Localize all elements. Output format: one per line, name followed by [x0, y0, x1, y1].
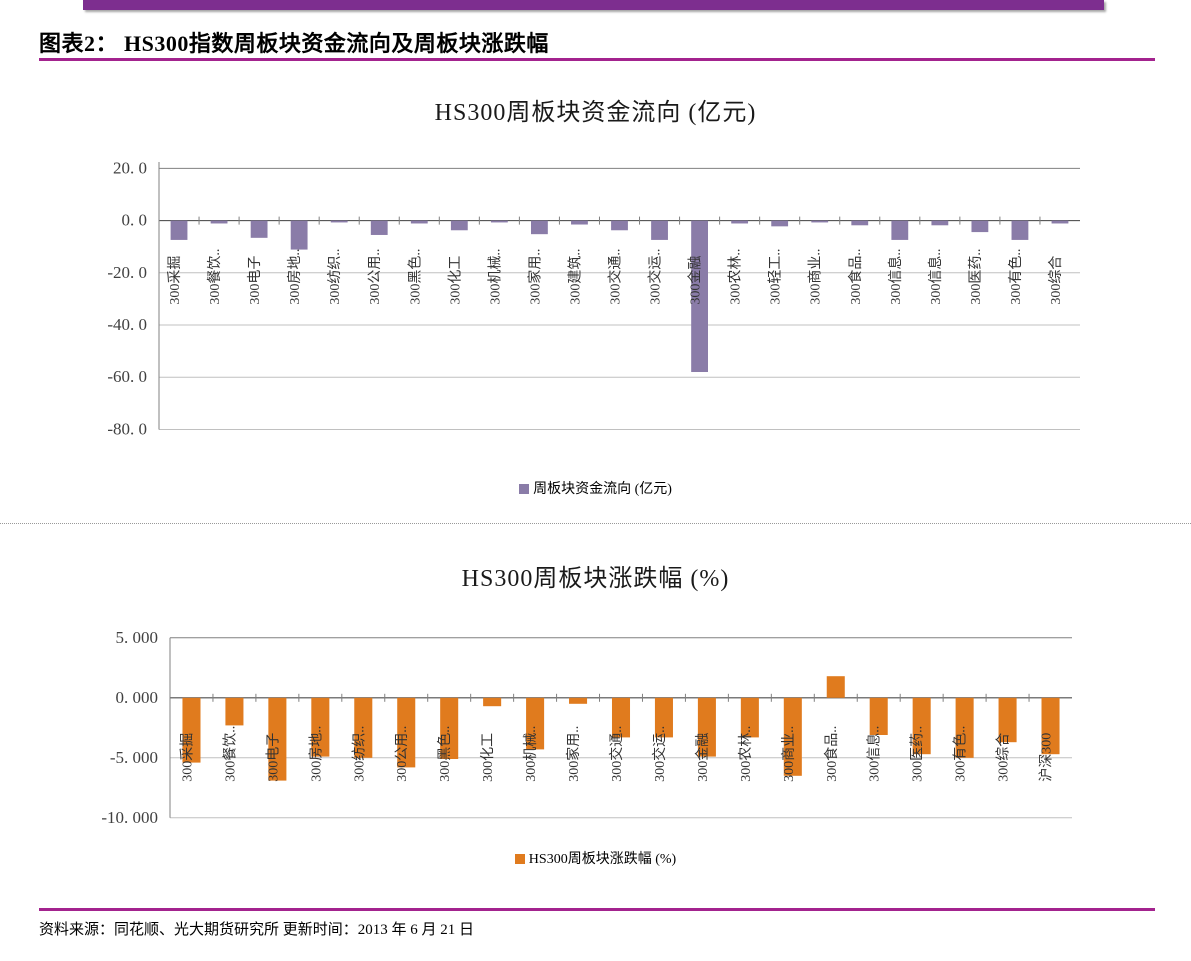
svg-text:300采掘: 300采掘: [179, 733, 195, 782]
svg-text:300家用..: 300家用..: [565, 726, 582, 782]
svg-text:300机械..: 300机械..: [523, 726, 539, 782]
svg-text:300金融: 300金融: [695, 733, 711, 782]
svg-text:沪深300: 沪深300: [1039, 733, 1055, 782]
svg-text:300黑色..: 300黑色..: [436, 726, 453, 782]
svg-text:300餐饮..: 300餐饮..: [222, 726, 238, 782]
svg-text:300交通..: 300交通..: [608, 726, 625, 782]
svg-text:300公用..: 300公用..: [395, 726, 410, 782]
svg-text:300农林..: 300农林..: [738, 726, 754, 782]
svg-text:300交运..: 300交运..: [651, 726, 668, 782]
svg-text:-5. 000: -5. 000: [110, 748, 158, 767]
svg-text:300化工: 300化工: [480, 733, 496, 782]
svg-text:300医药..: 300医药..: [910, 726, 926, 782]
svg-text:300综合: 300综合: [996, 733, 1012, 782]
svg-text:-10. 000: -10. 000: [101, 808, 158, 827]
svg-text:0. 000: 0. 000: [116, 688, 159, 707]
svg-text:300有色..: 300有色..: [952, 726, 969, 782]
svg-text:300食品..: 300食品..: [823, 726, 840, 782]
svg-text:300电子: 300电子: [265, 733, 281, 782]
svg-text:300纺织..: 300纺织..: [351, 726, 367, 782]
svg-text:5. 000: 5. 000: [116, 628, 159, 647]
svg-text:300房地..: 300房地..: [308, 726, 324, 782]
svg-text:300商业..: 300商业..: [781, 726, 797, 782]
svg-text:300信息..: 300信息..: [866, 726, 883, 782]
